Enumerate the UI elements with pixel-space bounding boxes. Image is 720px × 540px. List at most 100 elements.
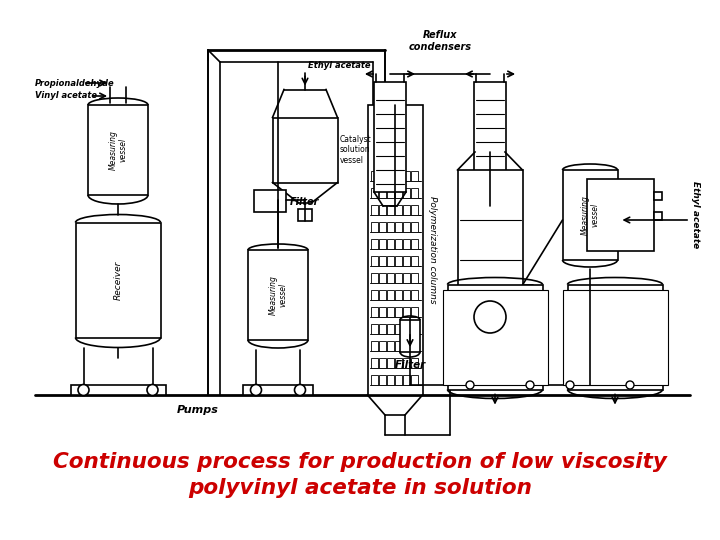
Bar (395, 205, 402, 215)
Bar (567, 285, 662, 389)
Bar (371, 358, 378, 368)
Bar (387, 375, 394, 385)
Bar (243, 385, 313, 395)
Bar (379, 307, 386, 317)
Bar (371, 273, 378, 283)
Text: Ethyl acetate: Ethyl acetate (308, 61, 371, 70)
Bar (387, 307, 394, 317)
Bar (371, 222, 378, 232)
Bar (88, 105, 148, 195)
Bar (403, 256, 410, 266)
Bar (387, 256, 394, 266)
Bar (371, 239, 378, 249)
Bar (387, 205, 394, 215)
Circle shape (78, 384, 89, 395)
Bar (395, 239, 402, 249)
Bar (411, 375, 418, 385)
Bar (379, 341, 386, 351)
Text: Measuring
vessel: Measuring vessel (269, 275, 288, 315)
Bar (371, 256, 378, 266)
Bar (395, 341, 402, 351)
Circle shape (251, 384, 261, 395)
Bar (254, 190, 286, 212)
Bar (395, 171, 402, 181)
Bar (400, 320, 420, 352)
Bar (379, 222, 386, 232)
Text: Propionaldehyde: Propionaldehyde (35, 78, 114, 87)
Bar (411, 205, 418, 215)
Bar (371, 307, 378, 317)
Text: Filter: Filter (290, 197, 320, 207)
Bar (379, 375, 386, 385)
Circle shape (294, 384, 305, 395)
Bar (403, 307, 410, 317)
Bar (371, 375, 378, 385)
Bar (387, 171, 394, 181)
Bar (272, 118, 338, 183)
Bar (587, 179, 654, 251)
Bar (403, 205, 410, 215)
Bar (367, 105, 423, 395)
Bar (411, 222, 418, 232)
Bar (379, 290, 386, 300)
Bar (387, 324, 394, 334)
Bar (474, 82, 506, 192)
Bar (403, 358, 410, 368)
Bar (387, 239, 394, 249)
Bar (387, 358, 394, 368)
Bar (379, 205, 386, 215)
Bar (379, 358, 386, 368)
Bar (403, 239, 410, 249)
Bar (248, 250, 308, 340)
Bar (387, 273, 394, 283)
Circle shape (474, 301, 506, 333)
Circle shape (566, 381, 574, 389)
Bar (411, 290, 418, 300)
Bar (403, 375, 410, 385)
Bar (403, 324, 410, 334)
Bar (395, 358, 402, 368)
Text: Measuring
vessel: Measuring vessel (580, 195, 600, 235)
Bar (443, 289, 547, 384)
Bar (593, 185, 647, 245)
Bar (298, 208, 312, 220)
Bar (395, 290, 402, 300)
Bar (403, 341, 410, 351)
Bar (457, 170, 523, 365)
Bar (562, 289, 667, 384)
Bar (371, 171, 378, 181)
Bar (411, 358, 418, 368)
Text: Polymerization columns: Polymerization columns (428, 196, 436, 304)
Bar (411, 307, 418, 317)
Bar (371, 341, 378, 351)
Text: Reflux
condensers: Reflux condensers (408, 30, 472, 52)
Bar (411, 341, 418, 351)
Text: polyvinyl acetate in solution: polyvinyl acetate in solution (188, 478, 532, 498)
Circle shape (147, 384, 158, 395)
Text: Measuring
vessel: Measuring vessel (108, 130, 127, 170)
Bar (411, 188, 418, 198)
Bar (71, 385, 166, 395)
Bar (371, 290, 378, 300)
Bar (411, 239, 418, 249)
Bar (387, 222, 394, 232)
Bar (395, 307, 402, 317)
Bar (411, 256, 418, 266)
Bar (379, 171, 386, 181)
Text: Pumps: Pumps (177, 405, 219, 415)
Bar (387, 341, 394, 351)
Bar (395, 188, 402, 198)
Bar (395, 324, 402, 334)
Bar (411, 171, 418, 181)
Circle shape (626, 381, 634, 389)
Bar (403, 273, 410, 283)
Bar (411, 273, 418, 283)
Text: Catalyst
solution
vessel: Catalyst solution vessel (340, 135, 372, 165)
Text: Ethyl acetate: Ethyl acetate (691, 181, 700, 248)
Bar (395, 256, 402, 266)
Bar (76, 222, 161, 338)
Text: Vinyl acetate: Vinyl acetate (35, 91, 97, 100)
Bar (395, 222, 402, 232)
Bar (387, 290, 394, 300)
Bar (403, 222, 410, 232)
